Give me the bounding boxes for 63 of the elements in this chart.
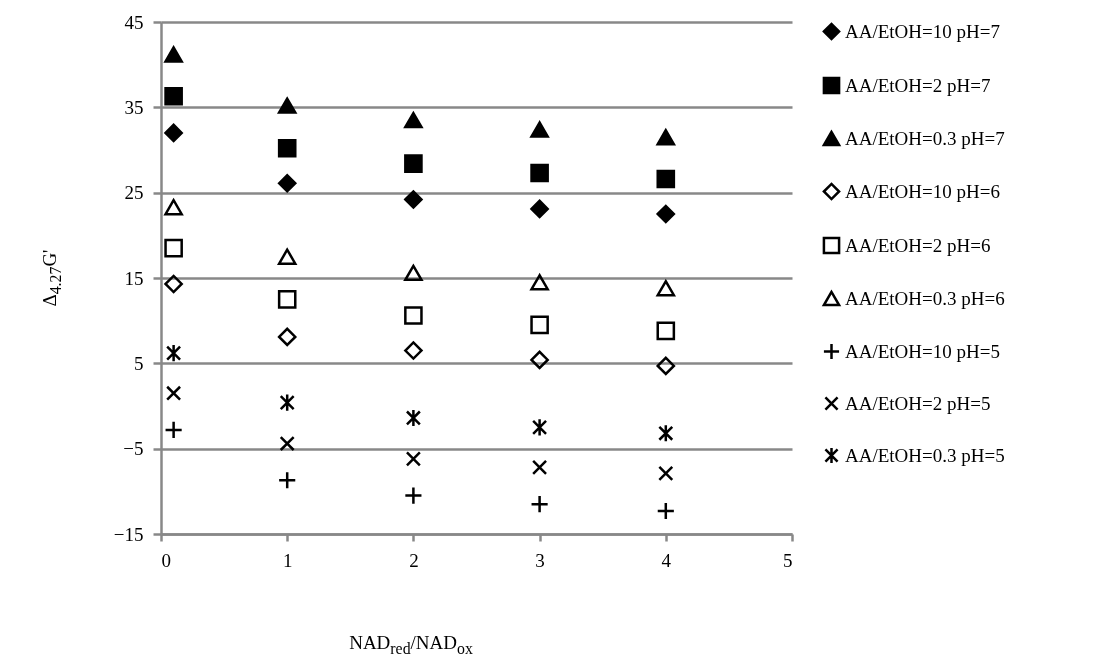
point	[165, 343, 182, 363]
x-tick-label: 5	[783, 549, 793, 571]
point	[404, 264, 423, 282]
point	[164, 46, 183, 63]
point	[165, 385, 182, 401]
point	[531, 459, 548, 476]
point	[404, 306, 423, 325]
point	[404, 154, 423, 173]
legend-label: AA/EtOH=0.3 pH=5	[845, 444, 1005, 466]
point	[279, 435, 295, 452]
point	[531, 418, 548, 437]
point	[656, 204, 676, 224]
point	[656, 128, 676, 146]
y-tick-label: 25	[124, 182, 144, 204]
point	[530, 121, 549, 138]
point	[530, 163, 549, 183]
y-tick-label: 35	[124, 96, 144, 118]
y-tick-label: 45	[124, 11, 144, 33]
point	[164, 198, 183, 216]
y-tick-label: −15	[113, 523, 144, 545]
legend-label: AA/EtOH=10 pH=7	[845, 20, 1000, 42]
point	[277, 248, 297, 265]
point	[656, 321, 676, 341]
legend-label: AA/EtOH=0.3 pH=6	[845, 287, 1005, 309]
point	[656, 280, 676, 297]
point	[530, 350, 549, 370]
legend-label: AA/EtOH=2 pH=5	[845, 392, 991, 414]
point	[277, 138, 297, 158]
y-tick-label: −5	[123, 438, 144, 460]
legend-label: AA/EtOH=2 pH=7	[845, 74, 991, 96]
point	[405, 451, 422, 467]
point	[658, 423, 674, 443]
point	[164, 86, 183, 106]
point	[404, 341, 423, 360]
x-axis-title: NAD$_{red}$/NAD$_{ox}$	[349, 632, 473, 658]
point	[530, 199, 549, 219]
point	[164, 123, 183, 143]
point	[164, 274, 183, 294]
x-tick-label: 4	[661, 549, 672, 571]
legend-label: AA/EtOH=10 pH=5	[845, 340, 1000, 362]
point	[658, 465, 674, 482]
point	[277, 327, 297, 347]
point	[530, 315, 549, 335]
x-tick-label: 2	[409, 549, 419, 571]
point	[404, 190, 423, 209]
point	[404, 111, 423, 129]
point	[656, 169, 676, 189]
legend-label: AA/EtOH=2 pH=6	[845, 234, 991, 256]
point	[164, 238, 183, 258]
point	[656, 356, 676, 376]
point	[279, 393, 295, 412]
y-tick-label: 5	[134, 352, 144, 374]
x-tick-label: 0	[161, 549, 171, 571]
point	[277, 290, 297, 309]
point	[405, 408, 422, 428]
legend-label: AA/EtOH=0.3 pH=7	[845, 127, 1005, 149]
legend-label: AA/EtOH=10 pH=6	[845, 180, 1000, 202]
point	[530, 274, 549, 291]
y-tick-label: 15	[124, 267, 144, 289]
x-tick-label: 1	[282, 549, 293, 571]
x-tick-label: 3	[535, 549, 545, 571]
point	[277, 173, 297, 193]
point	[277, 97, 297, 114]
